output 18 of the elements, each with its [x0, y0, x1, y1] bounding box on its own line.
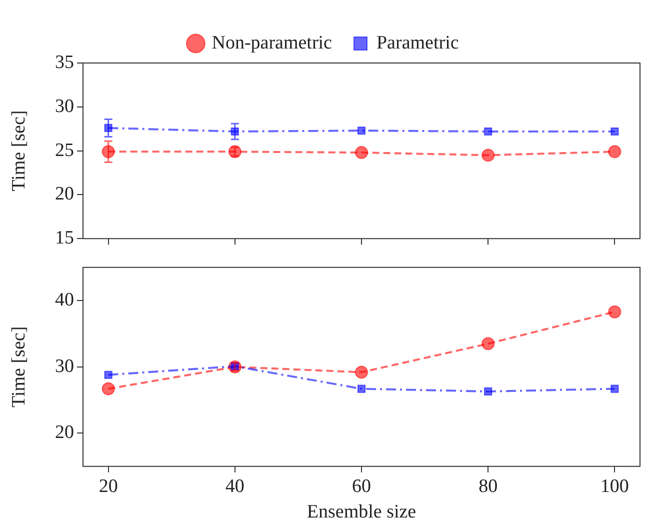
y-axis-title: Time [sec]: [8, 110, 30, 192]
y-tick-label: 20: [55, 422, 74, 444]
y-axis-title: Time [sec]: [8, 326, 30, 408]
y-tick-label: 35: [55, 52, 74, 73]
x-tick-label: 100: [600, 476, 629, 497]
x-tick-label: 60: [352, 476, 371, 497]
x-axis-title: Ensemble size: [306, 502, 416, 523]
y-tick-label: 40: [55, 290, 74, 311]
y-tick-label: 20: [55, 184, 74, 205]
y-tick-label: 25: [55, 140, 74, 161]
legend-label: Parametric: [376, 32, 459, 54]
legend-label: Non-parametric: [212, 32, 332, 54]
y-tick-label: 30: [55, 356, 74, 377]
y-tick-label: 15: [55, 228, 74, 249]
x-tick-label: 80: [478, 476, 498, 497]
x-tick-label: 20: [98, 476, 118, 497]
y-tick-label: 30: [55, 96, 74, 117]
x-tick-label: 40: [225, 476, 244, 497]
